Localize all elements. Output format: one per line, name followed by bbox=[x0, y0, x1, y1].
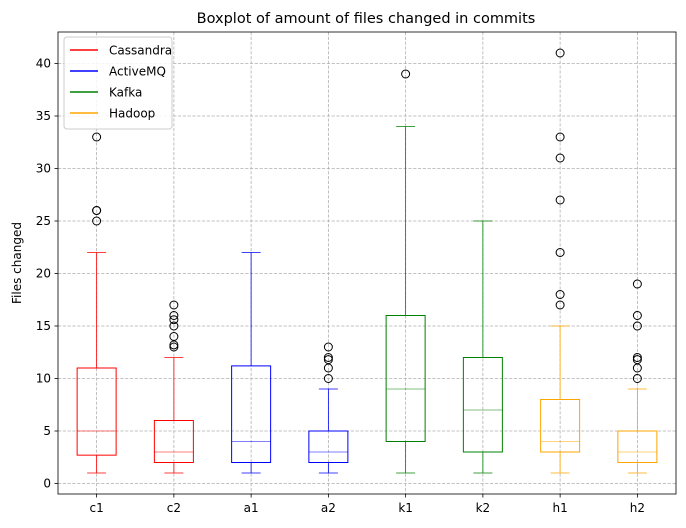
outlier-point bbox=[632, 279, 642, 289]
outlier-point bbox=[632, 321, 642, 331]
outlier-point bbox=[323, 355, 333, 365]
outlier-point bbox=[632, 353, 642, 362]
legend-label: ActiveMQ bbox=[109, 65, 166, 79]
x-tick-label: c2 bbox=[167, 501, 181, 515]
box-a2 bbox=[308, 342, 349, 474]
outlier-point bbox=[555, 300, 565, 310]
outlier-point bbox=[169, 321, 179, 331]
y-tick-label: 10 bbox=[36, 372, 51, 386]
outlier-point bbox=[555, 48, 565, 58]
outlier-point bbox=[92, 206, 102, 215]
box-body bbox=[540, 399, 581, 453]
legend-label: Kafka bbox=[109, 86, 142, 100]
box-h2 bbox=[617, 279, 658, 474]
box-body bbox=[308, 430, 349, 463]
y-tick-label: 30 bbox=[36, 162, 51, 176]
outlier-point bbox=[555, 153, 565, 163]
x-tick-label: a1 bbox=[244, 501, 259, 515]
outlier-point bbox=[169, 311, 179, 320]
box-body bbox=[76, 367, 117, 456]
x-tick-label: a2 bbox=[321, 501, 336, 515]
axes: 0 5 10 15 20 25 30 35 40 c1 c2 a1 a2 k1 k2 h1 h2 bbox=[36, 31, 677, 515]
outlier-point bbox=[632, 355, 642, 365]
outlier-point bbox=[323, 353, 333, 362]
y-axis-label: Files changed bbox=[10, 222, 24, 304]
outlier-point bbox=[169, 315, 179, 325]
y-tick-label: 15 bbox=[36, 319, 51, 333]
box-body bbox=[617, 430, 658, 463]
x-tick-label: h2 bbox=[630, 501, 645, 515]
box-k1 bbox=[385, 69, 426, 474]
outlier-point bbox=[555, 195, 565, 205]
x-tick-label: k1 bbox=[398, 501, 413, 515]
outlier-point bbox=[92, 216, 102, 226]
outlier-point bbox=[323, 342, 333, 352]
y-tick-label: 0 bbox=[43, 477, 51, 491]
box-a1 bbox=[231, 252, 272, 474]
legend-box bbox=[63, 36, 173, 130]
outlier-point bbox=[555, 290, 565, 299]
outlier-point bbox=[169, 300, 179, 310]
outlier-point bbox=[169, 332, 179, 341]
box-body bbox=[231, 365, 272, 463]
legend-label: Hadoop bbox=[109, 107, 155, 121]
box-body bbox=[153, 420, 194, 463]
y-tick-label: 40 bbox=[36, 57, 51, 71]
box-c2 bbox=[153, 300, 194, 474]
outlier-point bbox=[92, 132, 102, 142]
box-k2 bbox=[462, 220, 503, 474]
outlier-point bbox=[555, 132, 565, 142]
outlier-point bbox=[555, 248, 565, 257]
outlier-point bbox=[632, 374, 642, 383]
chart-title: Boxplot of amount of files changed in co… bbox=[197, 11, 536, 27]
outlier-point bbox=[401, 69, 411, 79]
box-series bbox=[76, 48, 658, 474]
box-h1 bbox=[540, 48, 581, 474]
outlier-point bbox=[169, 342, 179, 352]
legend-label: Cassandra bbox=[109, 44, 172, 58]
y-tick-label: 20 bbox=[36, 267, 51, 281]
box-body bbox=[462, 357, 503, 453]
plot-frame bbox=[57, 31, 677, 495]
outlier-point bbox=[323, 374, 333, 383]
y-tick-label: 35 bbox=[36, 109, 51, 123]
x-tick-label: k2 bbox=[476, 501, 491, 515]
legend: Cassandra ActiveMQ Kafka Hadoop bbox=[63, 36, 173, 130]
x-tick-label: h1 bbox=[553, 501, 568, 515]
box-c1 bbox=[76, 132, 117, 474]
y-tick-label: 5 bbox=[43, 424, 51, 438]
y-tick-label: 25 bbox=[36, 214, 51, 228]
outlier-point bbox=[632, 311, 642, 320]
x-tick-label: c1 bbox=[90, 501, 104, 515]
box-body bbox=[385, 315, 426, 442]
